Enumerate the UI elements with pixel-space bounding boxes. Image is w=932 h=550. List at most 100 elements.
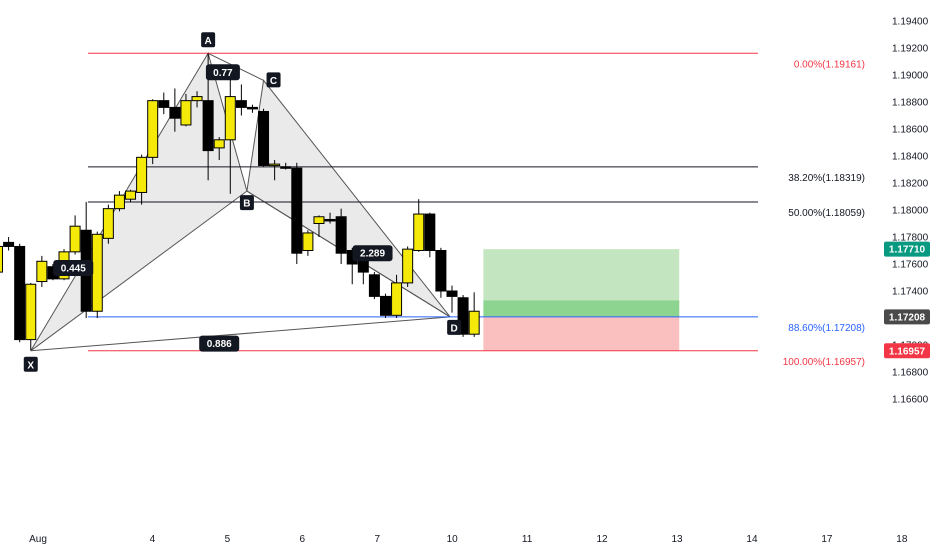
fib-label-2: 50.00%(1.18059) bbox=[788, 208, 865, 219]
candle-body bbox=[158, 100, 170, 108]
price-badge-text: 1.17710 bbox=[889, 245, 926, 256]
y-tick-label: 1.19200 bbox=[892, 44, 929, 55]
y-tick-label: 1.17600 bbox=[892, 260, 929, 271]
point-label-text: C bbox=[270, 76, 277, 87]
y-tick-label: 1.17400 bbox=[892, 287, 929, 298]
candle bbox=[125, 189, 137, 202]
ratio-label-bg bbox=[205, 64, 240, 81]
candle bbox=[457, 295, 469, 337]
candle bbox=[113, 191, 125, 212]
x-tick-label: 7 bbox=[374, 534, 380, 545]
ratio-label-text: 0.886 bbox=[207, 339, 232, 350]
x-tick-label: 12 bbox=[597, 534, 609, 545]
candle-body bbox=[446, 290, 458, 297]
candle bbox=[224, 77, 236, 194]
y-tick-label: 1.18200 bbox=[892, 179, 929, 190]
candle bbox=[147, 99, 159, 165]
candle-body bbox=[235, 100, 247, 108]
candle bbox=[280, 162, 292, 170]
candle bbox=[25, 282, 37, 351]
time-axis[interactable]: Aug 4 5 6 7 10 11 12 13 14 17 18 bbox=[29, 534, 908, 545]
candle bbox=[379, 293, 391, 318]
candle bbox=[368, 272, 380, 300]
candle-body bbox=[125, 190, 137, 200]
candle-body bbox=[246, 106, 258, 110]
candle bbox=[169, 88, 181, 132]
candle-body bbox=[202, 100, 214, 152]
point-label-text: D bbox=[451, 323, 458, 334]
candle bbox=[235, 84, 247, 116]
ratio-label-bg bbox=[53, 260, 94, 277]
candle-body bbox=[269, 163, 281, 167]
point-label-text: A bbox=[205, 36, 212, 47]
candle bbox=[391, 274, 403, 318]
y-tick-label: 1.18600 bbox=[892, 125, 929, 136]
x-tick-label: 18 bbox=[896, 534, 908, 545]
price-badge-2: 1.16957 bbox=[884, 343, 930, 359]
ratio-label: 0.886 bbox=[199, 335, 240, 352]
candle-body bbox=[102, 208, 114, 239]
candle bbox=[435, 247, 447, 298]
candle bbox=[324, 212, 336, 224]
y-tick-label: 1.18000 bbox=[892, 206, 929, 217]
candle-body bbox=[280, 166, 292, 169]
candle-body bbox=[0, 245, 4, 273]
candle bbox=[335, 208, 347, 264]
candle-body bbox=[91, 233, 103, 312]
candle bbox=[14, 243, 26, 343]
candle bbox=[302, 230, 314, 256]
x-tick-label: 4 bbox=[150, 534, 156, 545]
price-badge-text: 1.16957 bbox=[889, 346, 926, 357]
y-tick-label: 1.17800 bbox=[892, 233, 929, 244]
candle-body bbox=[14, 245, 26, 341]
y-tick-label: 1.19000 bbox=[892, 71, 929, 82]
candle-body bbox=[69, 225, 81, 253]
candle-body bbox=[424, 213, 436, 252]
candle bbox=[180, 93, 192, 127]
candle bbox=[158, 92, 170, 115]
candle-body bbox=[291, 167, 303, 254]
candle bbox=[69, 215, 81, 255]
candle-body bbox=[468, 310, 480, 335]
point-label-x: X bbox=[23, 356, 38, 372]
ratio-label: 0.77 bbox=[205, 64, 240, 81]
candle-body bbox=[25, 283, 37, 341]
price-badge-0: 1.17710 bbox=[884, 241, 930, 257]
candle bbox=[468, 292, 480, 337]
position-tool[interactable] bbox=[483, 249, 680, 351]
ratio-label-text: 0.445 bbox=[61, 264, 86, 275]
fib-label-3: 88.60%(1.17208) bbox=[788, 323, 865, 334]
bcd-triangle bbox=[246, 79, 451, 318]
candle-body bbox=[368, 274, 380, 297]
candle bbox=[36, 255, 48, 287]
x-tick-label: 5 bbox=[225, 534, 231, 545]
stop-zone bbox=[483, 316, 680, 351]
fib-label-1: 38.20%(1.18319) bbox=[788, 173, 865, 184]
candle-body bbox=[169, 106, 181, 119]
candle-body bbox=[313, 216, 325, 224]
candle-body bbox=[147, 100, 159, 158]
y-tick-label: 1.19400 bbox=[892, 17, 929, 28]
candle-body bbox=[180, 100, 192, 126]
candle-body bbox=[335, 216, 347, 254]
y-tick-label: 1.16600 bbox=[892, 395, 929, 406]
candle-body bbox=[224, 96, 236, 141]
price-badge-bg bbox=[884, 343, 930, 359]
x-tick-label: 11 bbox=[522, 534, 533, 545]
entry-band bbox=[483, 300, 680, 317]
candle bbox=[0, 245, 4, 273]
candle-body bbox=[391, 282, 403, 316]
candle-body bbox=[302, 232, 314, 251]
candle bbox=[402, 246, 414, 287]
x-tick-label: 17 bbox=[821, 534, 833, 545]
candle bbox=[291, 162, 303, 264]
x-tick-label: 10 bbox=[447, 534, 459, 545]
candle bbox=[191, 91, 203, 108]
candle-body bbox=[457, 297, 469, 335]
candle-body bbox=[213, 139, 225, 149]
candle bbox=[258, 108, 270, 167]
candle-body bbox=[136, 156, 148, 193]
point-label-c: C bbox=[266, 72, 281, 88]
ratio-label-text: 0.77 bbox=[213, 68, 233, 79]
